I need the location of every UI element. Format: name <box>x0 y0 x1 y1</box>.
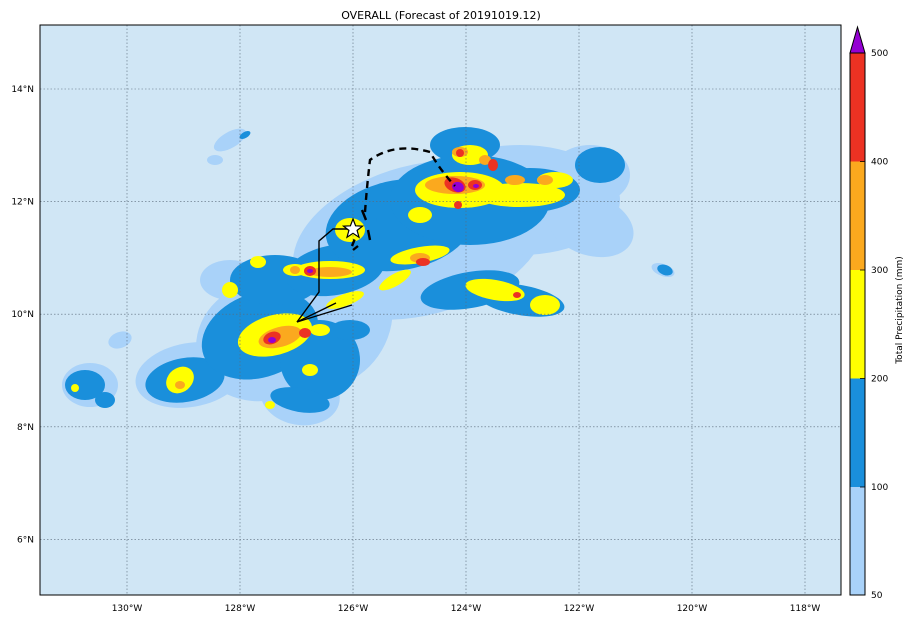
latitude-tick-label: 8°N <box>17 423 34 433</box>
precipitation-contour-2 <box>166 366 194 394</box>
map-frame <box>39 24 842 596</box>
precipitation-contour-2 <box>310 324 330 336</box>
colorbar-segment <box>850 487 865 595</box>
colorbar: 50 100 200 300 400 500 <box>849 25 888 601</box>
colorbar-tick-label: 100 <box>871 483 888 493</box>
storm-track <box>296 147 456 323</box>
precipitation-contour-1 <box>65 370 105 400</box>
precipitation-contour-3 <box>290 266 300 274</box>
colorbar-tick-label: 300 <box>871 266 888 276</box>
latitude-tick-label: 12°N <box>11 198 34 208</box>
colorbar-tick-label: 50 <box>871 591 883 601</box>
colorbar-tick-label: 500 <box>871 49 888 59</box>
longitude-axis: 130°W 128°W 126°W 124°W 122°W 120°W 118°W <box>112 604 821 614</box>
longitude-tick-label: 130°W <box>112 604 143 614</box>
precipitation-contour-2 <box>379 269 411 291</box>
precipitation-contour-3 <box>505 175 525 185</box>
precipitation-contour-1 <box>239 131 251 139</box>
longitude-tick-label: 122°W <box>564 604 595 614</box>
precipitation-contour-5 <box>268 337 276 343</box>
precipitation-contour-2 <box>465 278 525 302</box>
precipitation-contour-0 <box>213 128 247 152</box>
precipitation-contour-5 <box>473 184 479 188</box>
past-track-branch-line <box>296 302 337 323</box>
precipitation-contour-2 <box>265 401 275 409</box>
colorbar-segment <box>850 270 865 379</box>
precipitation-contour-3 <box>537 175 553 185</box>
map-title: OVERALL (Forecast of 20191019.12) <box>341 9 541 22</box>
longitude-tick-label: 126°W <box>338 604 369 614</box>
precipitation-contour-4 <box>456 149 464 157</box>
precipitation-contour-4 <box>488 159 498 171</box>
precipitation-contour-3 <box>479 155 491 165</box>
precipitation-contour-5 <box>307 269 313 273</box>
precipitation-contour-2 <box>408 207 432 223</box>
precipitation-contour-4 <box>416 258 430 266</box>
precipitation-contour-1 <box>575 147 625 183</box>
precipitation-contour-0 <box>108 331 132 349</box>
latitude-tick-label: 10°N <box>11 310 34 320</box>
precipitation-contour-1 <box>95 392 115 408</box>
precipitation-contour-3 <box>175 381 185 389</box>
forecast-track-dashed-line <box>350 147 456 247</box>
past-track-branch-line-2 <box>296 304 353 323</box>
longitude-tick-label: 120°W <box>677 604 708 614</box>
colorbar-tick-label: 200 <box>871 375 888 385</box>
latitude-axis: 14°N 12°N 10°N 8°N 6°N <box>11 85 34 545</box>
precipitation-contour-2 <box>475 183 565 207</box>
latitude-tick-label: 14°N <box>11 85 34 95</box>
precipitation-contour-2 <box>326 291 364 309</box>
precipitation-contour-1 <box>657 264 673 276</box>
colorbar-segment <box>850 378 865 487</box>
longitude-tick-label: 118°W <box>790 604 821 614</box>
colorbar-segment <box>850 53 865 162</box>
precipitation-contour-1 <box>330 320 370 340</box>
colorbar-extend-triangle <box>849 25 866 54</box>
precipitation-contour-0 <box>207 155 223 165</box>
star-icon <box>341 217 365 239</box>
latitude-tick-label: 6°N <box>17 535 34 545</box>
precipitation-contour-2 <box>71 384 79 392</box>
precipitation-contour-2 <box>222 282 238 298</box>
colorbar-segment <box>850 161 865 270</box>
longitude-tick-label: 128°W <box>225 604 256 614</box>
precipitation-contour-2 <box>250 256 266 268</box>
precipitation-contour-4 <box>513 292 521 298</box>
colorbar-label: Total Precipitation (mm) <box>895 256 905 365</box>
precipitation-field <box>62 127 675 426</box>
precipitation-contour-2 <box>530 295 560 315</box>
map-gridlines <box>40 25 841 595</box>
forecast-track-dashed-line-south <box>352 209 372 251</box>
precipitation-contour-4 <box>299 328 311 338</box>
precipitation-contour-0 <box>546 192 634 258</box>
colorbar-frame <box>849 52 866 596</box>
precipitation-contour-1 <box>270 387 330 413</box>
precipitation-contour-4 <box>454 201 462 209</box>
past-track-solid-line <box>296 228 352 323</box>
longitude-tick-label: 124°W <box>451 604 482 614</box>
precipitation-contour-2 <box>302 364 318 376</box>
colorbar-tick-label: 400 <box>871 158 888 168</box>
